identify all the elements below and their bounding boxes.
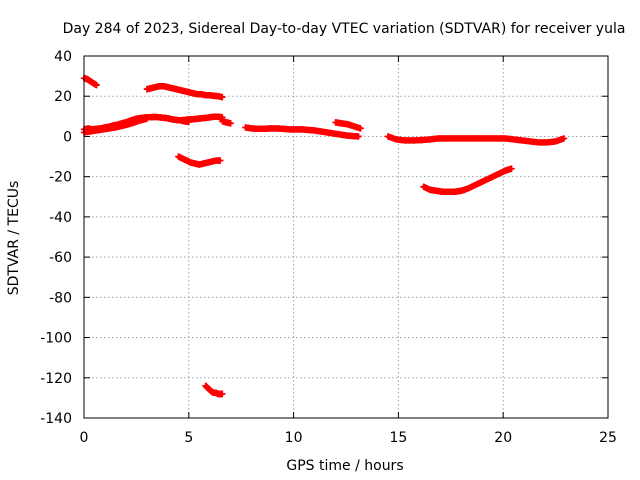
grid-lines xyxy=(84,56,608,418)
data-point xyxy=(217,157,224,164)
data-point xyxy=(219,390,226,398)
data-point xyxy=(219,94,226,101)
y-tick-label: -100 xyxy=(40,331,72,347)
chart-title: Day 284 of 2023, Sidereal Day-to-day VTE… xyxy=(63,21,626,37)
data-point xyxy=(508,165,515,172)
y-tick-label: -20 xyxy=(49,170,72,186)
series-arc-06 xyxy=(143,82,226,101)
series-arc-08 xyxy=(202,382,226,398)
series-arc-04 xyxy=(177,113,226,124)
x-tick-label: 5 xyxy=(184,430,193,446)
series-arc-07 xyxy=(175,153,224,168)
data-point xyxy=(227,120,234,127)
data-point xyxy=(143,115,151,122)
data-point xyxy=(355,133,362,140)
y-tick-label: 40 xyxy=(54,49,72,65)
data-series xyxy=(80,74,568,398)
data-point xyxy=(357,125,364,132)
x-tick-label: 10 xyxy=(285,430,303,446)
y-tick-label: -40 xyxy=(49,210,72,226)
series-arc-12 xyxy=(420,165,515,195)
series-arc-11 xyxy=(384,133,568,146)
data-point xyxy=(560,135,568,142)
x-tick-label: 20 xyxy=(494,430,512,446)
x-tick-label: 25 xyxy=(599,430,617,446)
axis-ticks: 0 5 10 15 20 25 40 20 0 -20 -40 -60 -80 -100 -120 -140 xyxy=(40,49,617,446)
series-arc-10 xyxy=(332,119,364,132)
y-axis-label: SDTVAR / TECUs xyxy=(6,181,22,296)
y-tick-label: -80 xyxy=(49,290,72,306)
x-tick-label: 15 xyxy=(389,430,407,446)
series-arc-09 xyxy=(242,124,362,140)
series-arc-01 xyxy=(80,74,100,89)
series-arc-03 xyxy=(80,115,151,136)
x-tick-label: 0 xyxy=(80,430,89,446)
series-arc-05 xyxy=(219,118,234,127)
y-tick-label: -60 xyxy=(49,250,72,266)
y-tick-label: -120 xyxy=(40,371,72,387)
y-tick-label: 20 xyxy=(54,89,72,105)
x-axis-label: GPS time / hours xyxy=(286,458,403,474)
y-tick-label: -140 xyxy=(40,411,72,427)
y-tick-label: 0 xyxy=(63,129,72,145)
plot-frame xyxy=(83,55,609,419)
data-point xyxy=(93,81,100,89)
